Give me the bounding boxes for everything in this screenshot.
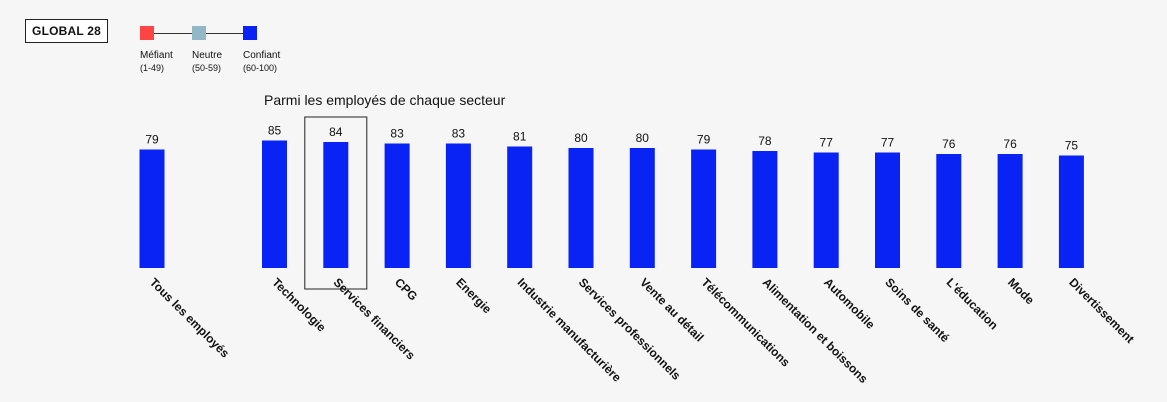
bar-services-professionnels [568, 148, 594, 268]
category-label-technologie: Technologie [269, 275, 328, 334]
legend-swatch-confiant [243, 26, 257, 40]
category-label-tous-les-employes: Tous les employés [147, 275, 232, 360]
bar-telecommunications [691, 149, 717, 268]
value-label-energie: 83 [452, 127, 466, 141]
legend-item-neutre: Neutre (50-59) [192, 50, 222, 74]
bar-technologie [262, 140, 287, 268]
category-label-soins-de-sante: Soins de santé [882, 275, 952, 345]
value-label-telecommunications: 79 [697, 133, 711, 147]
category-label-mode: Mode [1005, 275, 1037, 307]
legend-label-neutre: Neutre [192, 50, 223, 61]
bar-cpg [384, 143, 410, 268]
legend-range-neutre: (50-59) [192, 63, 222, 73]
legend-label-confiant: Confiant [243, 50, 281, 61]
bar-services-financiers [323, 142, 349, 268]
bar-divertissement [1058, 155, 1084, 268]
global-badge: GLOBAL 28 [25, 19, 108, 43]
value-label-mode: 76 [1003, 137, 1017, 151]
bar-mode [997, 154, 1023, 268]
category-label-industrie-manufacturiere: Industrie manufacturière [515, 275, 625, 385]
value-label-divertissement: 75 [1065, 139, 1079, 153]
category-label-automobile: Automobile [821, 275, 878, 332]
legend-item-mefiant: Méfiant (1-49) [140, 50, 173, 74]
legend-swatch-neutre [192, 26, 206, 40]
highlight-box [304, 116, 368, 290]
category-label-alimentation-et-boissons: Alimentation et boissons [760, 275, 871, 386]
value-label-vente-au-detail: 80 [636, 131, 650, 145]
category-label-cpg: CPG [392, 275, 420, 303]
bar-l-education [936, 154, 962, 268]
bar-soins-de-sante [875, 152, 900, 268]
category-label-divertissement: Divertissement [1066, 275, 1137, 346]
legend-range-confiant: (60-100) [243, 63, 278, 73]
bar-tous-les-employes [139, 149, 165, 268]
legend-item-confiant: Confiant (60-100) [243, 50, 280, 74]
value-label-services-financiers: 84 [329, 125, 343, 139]
bar-vente-au-detail [629, 148, 655, 268]
value-label-alimentation-et-boissons: 78 [758, 134, 772, 148]
value-label-technologie: 85 [268, 124, 282, 138]
legend-range-mefiant: (1-49) [140, 63, 165, 73]
value-label-l-education: 76 [942, 137, 956, 151]
chart-subtitle: Parmi les employés de chaque secteur [264, 92, 506, 108]
legend-swatch-mefiant [140, 26, 154, 40]
value-label-soins-de-sante: 77 [881, 136, 895, 150]
category-label-services-professionnels: Services professionnels [576, 275, 684, 383]
bar-industrie-manufacturiere [507, 146, 533, 268]
legend-label-mefiant: Méfiant [140, 50, 173, 61]
category-label-l-education: L'éducation [944, 275, 1001, 332]
value-label-cpg: 83 [390, 127, 404, 141]
bar-alimentation-et-boissons [752, 151, 778, 268]
bar-energie [445, 143, 471, 268]
value-label-services-professionnels: 80 [574, 131, 588, 145]
category-label-vente-au-detail: Vente au détail [637, 275, 706, 344]
value-label-automobile: 77 [820, 136, 834, 150]
bar-automobile [813, 152, 839, 268]
value-label-tous-les-employes: 79 [145, 133, 159, 147]
value-label-industrie-manufacturiere: 81 [513, 130, 527, 144]
category-label-energie: Energie [453, 275, 494, 316]
